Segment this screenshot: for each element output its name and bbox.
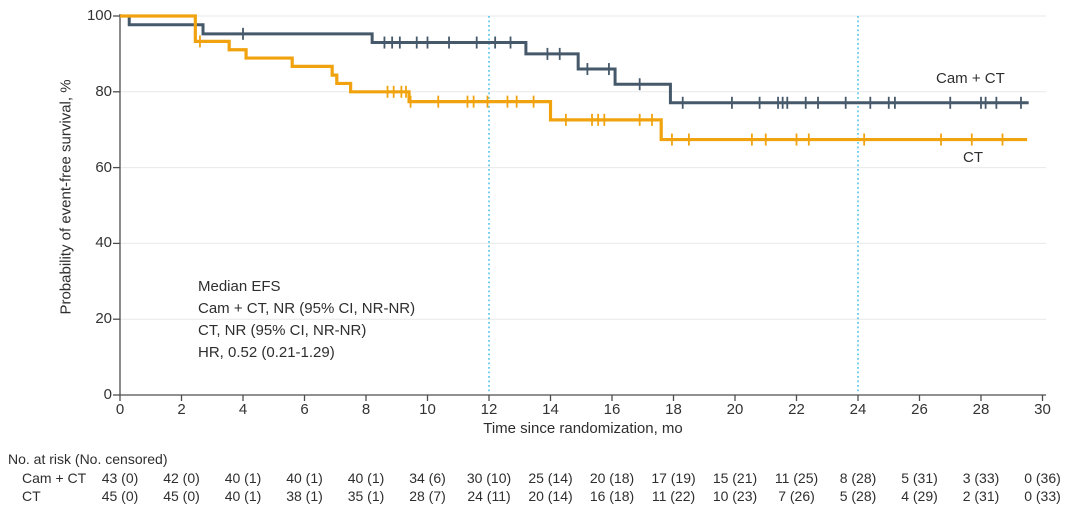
x-tick-label-12: 12 — [480, 401, 498, 418]
annotation-line-hr: HR, 0.52 (0.21-1.29) — [198, 344, 335, 361]
risk-cell-ct-22mo: 7 (26) — [778, 488, 815, 504]
risk-cell-ct-26mo: 4 (29) — [901, 488, 938, 504]
series-label-camct: Cam + CT — [936, 70, 1005, 87]
x-tick-label-6: 6 — [300, 401, 309, 418]
risk-cell-camct-18mo: 17 (19) — [651, 470, 696, 486]
risk-cell-camct-6mo: 40 (1) — [286, 470, 323, 486]
x-tick-label-26: 26 — [911, 401, 928, 418]
x-tick-label-22: 22 — [788, 401, 805, 418]
risk-cell-ct-12mo: 24 (11) — [467, 488, 511, 504]
risk-cell-ct-24mo: 5 (28) — [839, 488, 877, 504]
risk-cell-ct-18mo: 11 (22) — [651, 488, 696, 504]
risk-cell-camct-0mo: 43 (0) — [101, 470, 139, 486]
camct-censor-ticks — [242, 27, 1022, 109]
risk-row-label-ct: CT — [22, 488, 41, 504]
risk-cell-camct-8mo: 40 (1) — [347, 470, 385, 486]
risk-cell-camct-26mo: 5 (31) — [901, 470, 938, 486]
survival-plot-canvas — [113, 14, 1046, 401]
risk-row-label-camct: Cam + CT — [22, 470, 87, 486]
risk-cell-camct-16mo: 20 (18) — [589, 470, 635, 486]
y-tick-label-0: 0 — [103, 386, 112, 403]
risk-cell-ct-20mo: 10 (23) — [712, 488, 758, 504]
risk-cell-camct-14mo: 25 (14) — [528, 470, 573, 486]
risk-cell-camct-28mo: 3 (33) — [962, 470, 1000, 486]
y-axis-title: Probability of event-free survival, % — [57, 79, 75, 315]
x-tick-label-4: 4 — [238, 401, 248, 418]
risk-cell-ct-30mo: 0 (33) — [1024, 488, 1061, 504]
y-tick-label-40: 40 — [95, 234, 112, 252]
risk-cell-ct-2mo: 45 (0) — [163, 488, 200, 504]
risk-cell-ct-28mo: 2 (31) — [962, 488, 1000, 504]
y-tick-label-60: 60 — [95, 158, 112, 176]
x-tick-label-2: 2 — [177, 401, 186, 418]
series-label-ct: CT — [963, 149, 983, 166]
risk-cell-camct-4mo: 40 (1) — [224, 470, 262, 486]
camct-survival-curve — [120, 14, 1029, 105]
y-tick-label-100: 100 — [86, 7, 112, 24]
x-tick-label-20: 20 — [726, 401, 744, 418]
risk-cell-camct-12mo: 30 (10) — [466, 470, 512, 486]
risk-cell-ct-0mo: 45 (0) — [101, 488, 139, 504]
risk-cell-camct-2mo: 42 (0) — [163, 470, 200, 486]
x-tick-label-8: 8 — [361, 401, 371, 418]
x-tick-label-14: 14 — [542, 401, 559, 418]
risk-cell-camct-20mo: 15 (21) — [712, 470, 758, 486]
risk-cell-camct-10mo: 34 (6) — [409, 470, 446, 486]
x-tick-label-24: 24 — [849, 401, 867, 418]
x-axis-title: Time since randomization, mo — [483, 420, 683, 437]
x-tick-label-28: 28 — [972, 401, 990, 418]
x-tick-label-16: 16 — [603, 401, 621, 418]
ct-censor-ticks — [199, 35, 1004, 146]
risk-table-header: No. at risk (No. censored) — [8, 451, 168, 467]
x-tick-label-10: 10 — [419, 401, 436, 418]
y-tick-label-20: 20 — [95, 310, 112, 328]
median-efs-annotation: Median EFS Cam + CT, NR (95% CI, NR-NR) … — [198, 276, 415, 364]
x-tick-label-18: 18 — [665, 401, 682, 418]
risk-cell-camct-22mo: 11 (25) — [774, 470, 819, 486]
risk-cell-ct-8mo: 35 (1) — [347, 488, 385, 504]
annotation-line-median: Median EFS — [198, 278, 281, 295]
risk-cell-camct-24mo: 8 (28) — [839, 470, 877, 486]
risk-cell-ct-14mo: 20 (14) — [528, 488, 573, 504]
y-tick-label-80: 80 — [95, 82, 112, 100]
x-tick-label-30: 30 — [1034, 401, 1051, 418]
risk-cell-camct-30mo: 0 (36) — [1024, 470, 1061, 486]
risk-cell-ct-10mo: 28 (7) — [409, 488, 446, 504]
risk-cell-ct-6mo: 38 (1) — [286, 488, 323, 504]
x-tick-label-0: 0 — [115, 401, 125, 418]
risk-cell-ct-16mo: 16 (18) — [589, 488, 635, 504]
ct-survival-curve — [120, 14, 1028, 142]
annotation-line-ct: CT, NR (95% CI, NR-NR) — [198, 322, 367, 339]
annotation-line-camct: Cam + CT, NR (95% CI, NR-NR) — [198, 300, 416, 317]
risk-cell-ct-4mo: 40 (1) — [224, 488, 262, 504]
